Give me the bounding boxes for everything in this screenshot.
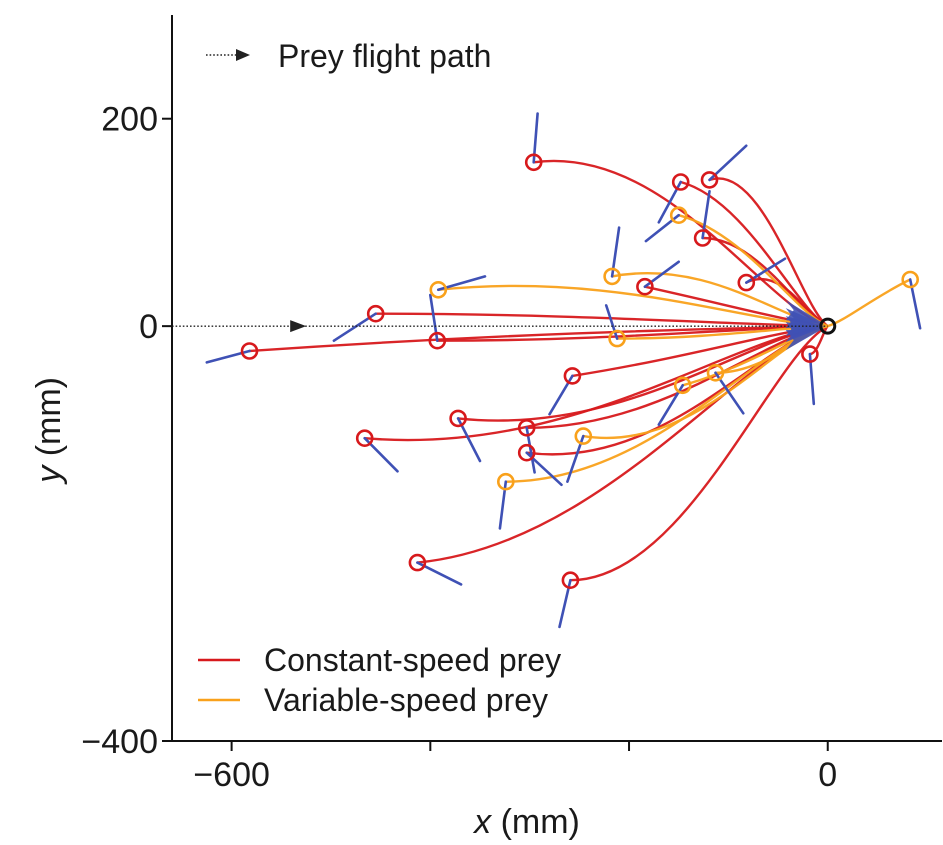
constant-trajectory [569, 324, 829, 582]
constant-start-marker [517, 418, 536, 437]
x-tick-label: −600 [193, 756, 270, 794]
constant-start-marker [700, 171, 719, 189]
constant-start-marker [801, 345, 819, 363]
y-tick-label: 200 [101, 101, 158, 139]
y-tick-label: −400 [81, 723, 158, 761]
constant-start-marker [524, 153, 543, 172]
endpoint-arrowhead [785, 300, 824, 324]
constant-start-marker [693, 229, 712, 247]
constant-trajectory [416, 324, 829, 564]
variable-start-marker [496, 472, 515, 491]
x-axis-label: x (mm) [472, 803, 580, 841]
constant-start-marker [671, 173, 690, 191]
constant-trajectory [708, 177, 829, 328]
constant-start-marker [563, 367, 582, 385]
constant-trajectory [679, 180, 829, 328]
endpoint-arrow-layer [785, 300, 824, 351]
constant-start-marker [428, 331, 447, 350]
legend-prey-label: Prey flight path [278, 38, 491, 74]
orientation-tick [604, 304, 619, 340]
variable-start-marker [901, 270, 920, 289]
orientation-tick-layer [205, 112, 922, 629]
variable-trajectory [504, 324, 829, 483]
variable-start-marker [669, 206, 688, 224]
legend-bottom: Constant-speed prey Variable-speed prey [198, 642, 561, 718]
constant-start-marker [449, 409, 467, 428]
constant-start-marker [561, 571, 580, 590]
variable-trajectory [826, 278, 912, 328]
legend-variable-label: Variable-speed prey [264, 682, 548, 718]
constant-start-marker [517, 443, 536, 462]
variable-start-marker [603, 267, 621, 286]
constant-start-marker [355, 429, 374, 448]
constant-start-marker [737, 273, 756, 292]
prey-path-arrowhead [290, 320, 307, 333]
constant-trajectory [363, 324, 829, 442]
start-marker-layer [240, 153, 920, 590]
legend-prey-arrow [236, 49, 250, 61]
target-marker [819, 317, 837, 335]
legend-top: Prey flight path [206, 38, 491, 74]
constant-start-marker [636, 277, 654, 296]
variable-start-marker [706, 363, 725, 382]
endpoint-arrowhead [785, 316, 824, 337]
y-axis-label: y (mm) [30, 377, 68, 485]
prey-path [172, 317, 837, 335]
variable-start-marker [608, 329, 626, 348]
variable-start-marker [673, 376, 692, 395]
variable-start-marker [574, 427, 593, 445]
y-tick-label: 0 [139, 308, 158, 346]
legend-constant-label: Constant-speed prey [264, 642, 561, 678]
constant-start-marker [408, 553, 427, 572]
x-tick-label: 0 [818, 756, 837, 794]
constant-start-marker [240, 342, 259, 360]
variable-start-marker [429, 280, 448, 299]
axes: −600 0 200 0 −400 x (mm) y (mm) [30, 15, 942, 841]
constant-trajectory [374, 312, 829, 328]
endpoint-arrowhead [785, 328, 824, 351]
constant-start-marker [366, 304, 385, 323]
